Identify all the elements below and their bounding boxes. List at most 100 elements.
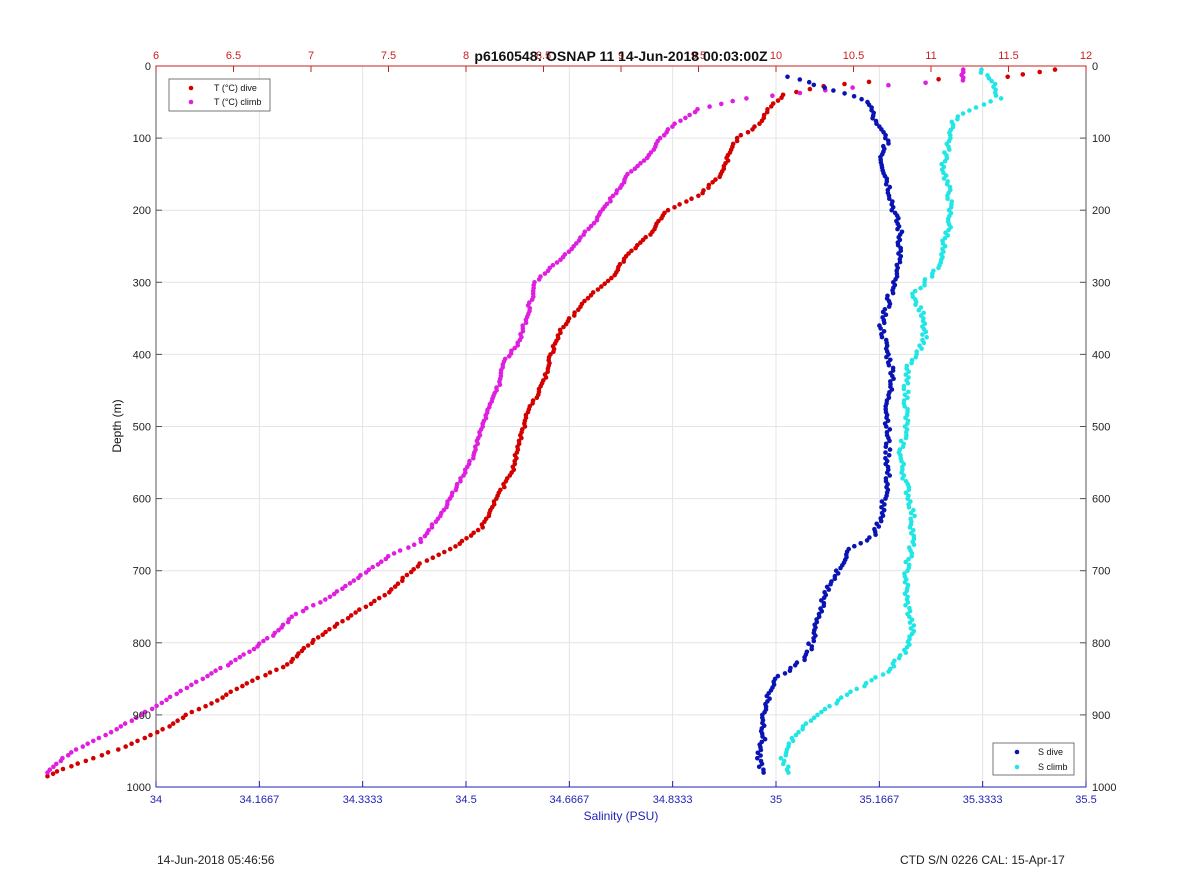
- data-point: [936, 265, 941, 271]
- data-point: [240, 683, 245, 689]
- data-point: [69, 750, 74, 755]
- data-point: [497, 382, 503, 388]
- data-point: [852, 543, 857, 549]
- data-point: [502, 484, 507, 490]
- data-point: [415, 564, 421, 569]
- data-point: [228, 689, 233, 695]
- data-point: [923, 80, 928, 86]
- data-point: [906, 369, 911, 375]
- data-point: [267, 670, 273, 675]
- data-point: [142, 709, 148, 715]
- data-point: [905, 568, 910, 573]
- data-point: [515, 343, 520, 348]
- data-point: [395, 581, 401, 586]
- data-point: [160, 727, 165, 732]
- data-point: [91, 738, 96, 744]
- data-point: [906, 389, 911, 395]
- data-point: [340, 586, 345, 591]
- data-point: [588, 293, 594, 298]
- data-point: [941, 170, 946, 175]
- data-point: [45, 770, 50, 775]
- data-point: [148, 732, 153, 738]
- data-point: [184, 685, 190, 691]
- data-point: [913, 355, 918, 360]
- data-point: [318, 600, 323, 605]
- data-point: [895, 226, 900, 232]
- data-point: [842, 81, 847, 87]
- data-point: [886, 82, 891, 88]
- data-point: [383, 556, 389, 562]
- y-tick-label-right: 1000: [1092, 782, 1116, 794]
- y-tick-label-right: 300: [1092, 277, 1110, 289]
- data-point: [331, 591, 337, 597]
- data-point: [284, 662, 290, 667]
- data-point: [998, 96, 1004, 101]
- data-point: [103, 732, 108, 738]
- legend-t-climb-label: T (°C) climb: [214, 97, 261, 107]
- data-point: [576, 238, 582, 243]
- data-point: [806, 79, 812, 85]
- y-tick-label-right: 100: [1092, 133, 1110, 145]
- data-point: [512, 345, 517, 351]
- data-point: [599, 284, 604, 289]
- x-bottom-tick-label: 35.3333: [963, 794, 1003, 806]
- data-point: [923, 329, 929, 335]
- data-point: [794, 89, 799, 95]
- data-point: [684, 199, 689, 204]
- data-point: [696, 193, 701, 199]
- data-point: [873, 532, 878, 537]
- data-point: [299, 648, 305, 654]
- data-point: [838, 565, 843, 571]
- data-point: [641, 158, 647, 163]
- data-point: [782, 671, 788, 676]
- data-point: [304, 605, 309, 611]
- data-point: [897, 259, 903, 265]
- data-point: [193, 679, 199, 685]
- series-t-c-dive: [45, 67, 1058, 779]
- data-point: [883, 135, 888, 141]
- y-tick-label-right: 800: [1092, 638, 1110, 650]
- series-t-c-climb: [45, 67, 966, 775]
- data-point: [792, 663, 798, 668]
- data-point: [85, 741, 90, 746]
- data-point: [901, 386, 907, 392]
- data-point: [356, 575, 361, 581]
- y-tick-label-left: 300: [133, 277, 151, 289]
- data-point: [960, 78, 966, 83]
- data-point: [58, 758, 64, 764]
- data-point: [912, 288, 918, 294]
- data-point: [372, 598, 377, 604]
- data-point: [885, 418, 891, 424]
- data-point: [320, 632, 326, 637]
- data-point: [803, 721, 809, 726]
- data-point: [700, 190, 705, 196]
- data-point: [357, 607, 362, 612]
- data-point: [902, 404, 907, 409]
- data-point: [887, 447, 893, 452]
- data-point: [819, 709, 824, 715]
- data-point: [883, 312, 889, 318]
- data-point: [400, 578, 405, 584]
- data-point: [213, 668, 218, 673]
- data-point: [730, 98, 735, 104]
- data-point: [878, 326, 883, 331]
- data-point: [903, 603, 908, 608]
- x-top-tick-label: 8.5: [536, 50, 551, 62]
- data-point: [886, 453, 892, 458]
- data-point: [862, 683, 867, 689]
- data-point: [886, 669, 891, 674]
- data-point: [563, 321, 569, 327]
- data-point: [913, 302, 918, 308]
- data-point: [594, 218, 600, 223]
- data-point: [770, 93, 775, 98]
- data-point: [758, 753, 763, 758]
- data-point: [129, 741, 134, 746]
- data-point: [408, 569, 414, 575]
- x-top-tick-label: 12: [1080, 50, 1092, 62]
- data-point: [486, 513, 492, 519]
- data-point: [924, 335, 929, 340]
- data-point: [251, 646, 257, 652]
- data-point: [764, 109, 770, 115]
- data-point: [274, 667, 279, 673]
- data-point: [783, 753, 789, 758]
